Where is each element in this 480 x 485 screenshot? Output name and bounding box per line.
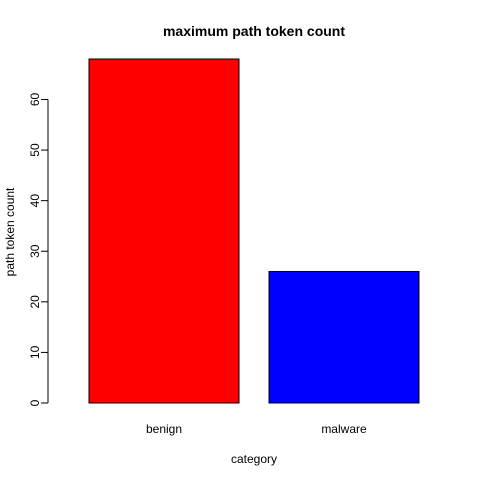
y-axis-label: path token count [3,187,17,276]
y-tick-label-10: 10 [28,345,42,359]
y-tick-label-30: 30 [28,244,42,258]
x-axis-category-labels: benign malware [146,422,367,436]
y-tick-label-40: 40 [28,194,42,208]
bars-layer [88,58,420,404]
chart-title: maximum path token count [163,23,345,39]
y-tick-label-50: 50 [28,143,42,157]
bar-malware [268,270,420,404]
bar-benign [88,58,240,404]
category-label-malware: malware [321,422,367,436]
y-tick-label-20: 20 [28,295,42,309]
category-label-benign: benign [146,422,182,436]
y-tick-label-60: 60 [28,92,42,106]
y-tick-label-0: 0 [28,399,42,406]
y-axis: 0 10 20 30 40 50 60 [28,92,49,406]
x-axis-label: category [231,452,277,466]
